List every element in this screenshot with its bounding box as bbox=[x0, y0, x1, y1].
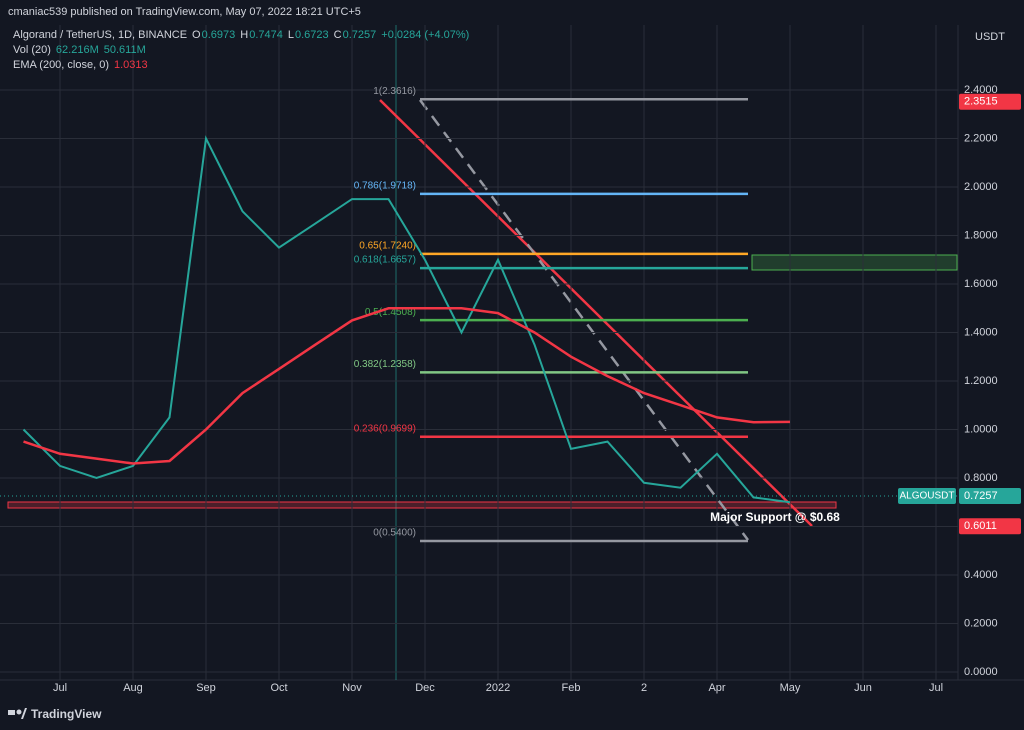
price-tag bbox=[959, 518, 1021, 535]
ema-line bbox=[23, 307, 791, 465]
fib-label: 0.65(1.7240) bbox=[359, 241, 416, 252]
y-tick-label: 0.8000 bbox=[964, 472, 998, 484]
price-tag bbox=[959, 93, 1021, 110]
ohlc-key: C bbox=[334, 29, 342, 41]
price-tag-label: 0.6011 bbox=[964, 520, 997, 532]
volume-value: 62.216M bbox=[56, 44, 99, 56]
legend-series: Algorand / TetherUS, 1D, BINANCE O0.6973 H… bbox=[13, 29, 469, 41]
ohlc-value: 0.6973 bbox=[202, 29, 236, 41]
x-tick-label: 2 bbox=[641, 682, 647, 694]
symbol-tag bbox=[898, 488, 956, 505]
x-tick-label: Jul bbox=[53, 682, 67, 694]
fib-label: 0.236(0.9699) bbox=[354, 423, 416, 434]
ohlc-value: 0.7474 bbox=[249, 29, 283, 41]
y-tick-label: 0.2000 bbox=[964, 617, 998, 629]
price-tag-label: 0.7257 bbox=[964, 490, 998, 502]
series-name: Algorand / TetherUS, 1D, BINANCE bbox=[13, 29, 187, 41]
ohlc-value: 0.7257 bbox=[343, 29, 377, 41]
support-zone bbox=[7, 501, 837, 509]
price-tag-label: 2.3515 bbox=[964, 96, 998, 108]
ohlc-key: H bbox=[240, 29, 248, 41]
x-tick-label: Oct bbox=[270, 682, 287, 694]
author: cmaniac539 published on TradingView.com,… bbox=[8, 6, 361, 18]
x-tick-label: Aug bbox=[123, 682, 143, 694]
x-tick-label: Apr bbox=[708, 682, 725, 694]
currency: USDT bbox=[975, 31, 1005, 43]
resistance-box bbox=[751, 254, 958, 271]
change: +0.0284 (+4.07%) bbox=[381, 29, 469, 41]
x-tick-label: Sep bbox=[196, 682, 216, 694]
y-tick-label: 1.2000 bbox=[964, 375, 998, 387]
y-tick-label: 1.6000 bbox=[964, 278, 998, 290]
fib-label: 0.382(1.2358) bbox=[354, 359, 416, 370]
volume-value: 50.611M bbox=[104, 44, 146, 56]
footer-brand: TradingView bbox=[31, 707, 102, 721]
dashed-trend-line bbox=[418, 99, 750, 541]
legend-ema: EMA (200, close, 0) 1.0313 bbox=[13, 59, 148, 71]
ohlc-key: O bbox=[192, 29, 201, 41]
annotation: Major Support @ $0.68 bbox=[710, 510, 840, 524]
logo-part bbox=[16, 709, 22, 715]
fib-label: 0.5(1.4508) bbox=[365, 307, 416, 318]
y-tick-label: 0.4000 bbox=[964, 569, 998, 581]
x-tick-label: Jul bbox=[929, 682, 943, 694]
x-tick-label: Jun bbox=[854, 682, 872, 694]
y-tick-label: 2.0000 bbox=[964, 181, 998, 193]
logo-part bbox=[21, 708, 27, 719]
y-tick-label: 1.0000 bbox=[964, 423, 998, 435]
ohlc-key: L bbox=[288, 29, 294, 41]
ohlc-value: 0.6723 bbox=[295, 29, 329, 41]
x-tick-label: Feb bbox=[562, 682, 581, 694]
ema-value: 1.0313 bbox=[114, 59, 148, 71]
y-tick-label: 0.0000 bbox=[964, 666, 998, 678]
y-tick-label: 2.4000 bbox=[964, 84, 998, 96]
fib-label: 0(0.5400) bbox=[373, 528, 416, 539]
symbol-tag-label: ALGOUSDT bbox=[899, 491, 954, 502]
volume-name: Vol (20) bbox=[13, 44, 51, 56]
fib-label: 0.786(1.9718) bbox=[354, 180, 416, 191]
legend-volume: Vol (20) 62.216M 50.611M bbox=[13, 44, 146, 56]
x-tick-label: May bbox=[780, 682, 801, 694]
x-tick-label: 2022 bbox=[486, 682, 510, 694]
price-line bbox=[22, 135, 791, 504]
x-tick-label: Nov bbox=[342, 682, 362, 694]
plot: 1(2.3616) 0.786(1.9718) 0.65(1.7240) 0.618(… bbox=[0, 25, 958, 680]
y-tick-label: 1.4000 bbox=[964, 326, 998, 338]
y-tick-label: 2.2000 bbox=[964, 132, 998, 144]
y-tick-label: 1.8000 bbox=[964, 229, 998, 241]
x-tick-label: Dec bbox=[415, 682, 435, 694]
price-tag bbox=[959, 488, 1021, 505]
footer-logo bbox=[8, 708, 27, 719]
fib-label: 0.618(1.6657) bbox=[354, 255, 416, 266]
trend-line bbox=[379, 99, 813, 527]
fib-label: 1(2.3616) bbox=[373, 86, 416, 97]
logo-part bbox=[8, 710, 15, 715]
ema-name: EMA (200, close, 0) bbox=[13, 59, 109, 71]
